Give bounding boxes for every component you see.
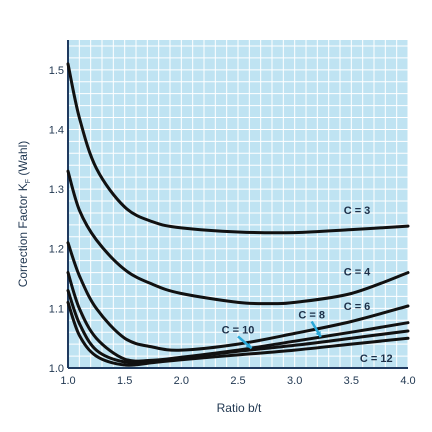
x-axis-label: Ratio b/t bbox=[217, 401, 262, 415]
curve-c-4 bbox=[66, 169, 410, 306]
curve-c-3 bbox=[66, 62, 410, 235]
pointer-arrowhead-c-10 bbox=[245, 342, 252, 349]
y-tick-label: 1.3 bbox=[49, 184, 64, 196]
series-label-c-4: C = 4 bbox=[344, 267, 371, 279]
y-axis-label-subscript: F bbox=[25, 179, 32, 183]
y-tick-label: 1.2 bbox=[49, 244, 64, 256]
x-tick-label: 3.5 bbox=[344, 375, 359, 387]
y-tick-label: 1.0 bbox=[49, 363, 64, 375]
y-tick-label: 1.5 bbox=[49, 65, 64, 77]
series-label-c-12: C = 12 bbox=[360, 353, 393, 365]
y-tick-label: 1.1 bbox=[49, 303, 64, 315]
x-tick-label: 2.5 bbox=[230, 375, 245, 387]
curve-c-12 bbox=[66, 300, 410, 367]
x-tick-label: 1.5 bbox=[117, 375, 132, 387]
y-axis-label-main: Correction Factor K bbox=[16, 183, 30, 287]
x-tick-label: 1.0 bbox=[60, 375, 75, 387]
series-label-c-8: C = 8 bbox=[298, 310, 325, 322]
curve-c-10 bbox=[66, 289, 410, 365]
series-label-c-10: C = 10 bbox=[222, 324, 255, 336]
y-axis-label: Correction Factor KF (Wahl) bbox=[16, 141, 32, 288]
y-axis-label-suffix: (Wahl) bbox=[16, 141, 30, 179]
pointer-arrowhead-c-8 bbox=[315, 330, 321, 337]
y-tick-label: 1.4 bbox=[49, 124, 64, 136]
curves bbox=[66, 62, 410, 367]
axes bbox=[67, 40, 408, 369]
x-tick-label: 3.0 bbox=[287, 375, 302, 387]
x-tick-label: 4.0 bbox=[400, 375, 415, 387]
tick-labels: 1.0 1.5 2.0 2.5 3.0 3.5 4.0 1.0 1.1 1.2 1.3 1.4 1.5 bbox=[49, 65, 416, 387]
x-tick-label: 2.0 bbox=[174, 375, 189, 387]
series-label-c-6: C = 6 bbox=[344, 301, 371, 313]
series-labels: C = 3 C = 4 C = 6 C = 8 C = 10 C = 12 bbox=[222, 205, 393, 365]
curve-c-6 bbox=[66, 241, 410, 352]
series-label-c-3: C = 3 bbox=[344, 205, 371, 217]
